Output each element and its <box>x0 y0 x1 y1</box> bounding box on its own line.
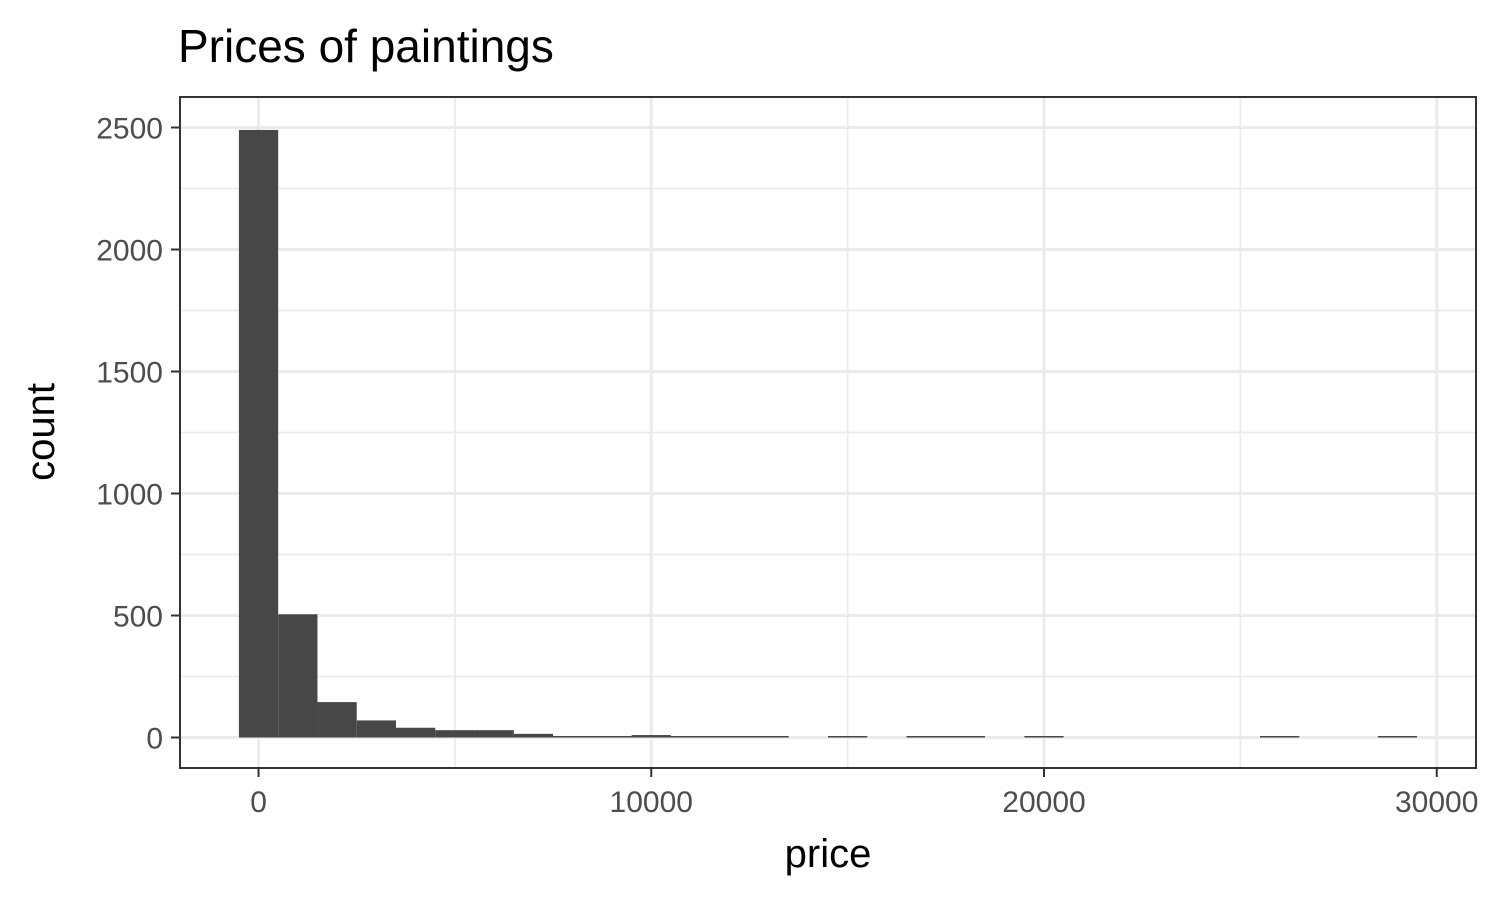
x-tick-label: 30000 <box>1395 786 1478 819</box>
histogram-bar <box>1024 736 1064 738</box>
y-tick-label: 2000 <box>96 235 163 268</box>
chart-title: Prices of paintings <box>178 20 554 72</box>
histogram-bars <box>238 129 1418 738</box>
grid-lines <box>180 97 1476 768</box>
histogram-bar <box>278 614 318 738</box>
histogram-bar <box>513 733 554 738</box>
y-axis-ticks: 0 500 1000 1500 2000 2500 <box>96 113 180 756</box>
x-axis-ticks: 0 10000 20000 30000 <box>250 768 1478 819</box>
histogram-bar <box>435 730 475 738</box>
histogram-bar <box>945 736 986 738</box>
histogram-bar <box>631 735 671 738</box>
histogram-bar <box>474 730 514 738</box>
histogram-bar <box>710 736 750 738</box>
histogram-bar <box>317 702 357 738</box>
x-tick-label: 0 <box>250 786 267 819</box>
histogram-bar <box>553 736 593 738</box>
y-tick-label: 500 <box>113 601 163 634</box>
histogram-bar <box>749 736 789 738</box>
histogram-bar <box>906 736 946 738</box>
histogram-bar <box>396 727 436 738</box>
y-tick-label: 0 <box>146 723 163 756</box>
histogram-bar <box>356 720 396 738</box>
histogram-bar <box>828 736 868 738</box>
y-tick-label: 1500 <box>96 357 163 390</box>
y-tick-label: 1000 <box>96 479 163 512</box>
x-tick-label: 10000 <box>610 786 693 819</box>
histogram-bar <box>238 129 279 738</box>
panel-border <box>179 96 1477 769</box>
histogram-bar <box>592 736 632 738</box>
y-axis-title: count <box>19 383 63 481</box>
x-tick-label: 20000 <box>1002 786 1085 819</box>
histogram-bar <box>670 736 711 738</box>
histogram-bar <box>1260 736 1300 738</box>
x-axis-title: price <box>785 832 872 876</box>
y-tick-label: 2500 <box>96 113 163 146</box>
histogram-bar <box>1377 736 1418 738</box>
